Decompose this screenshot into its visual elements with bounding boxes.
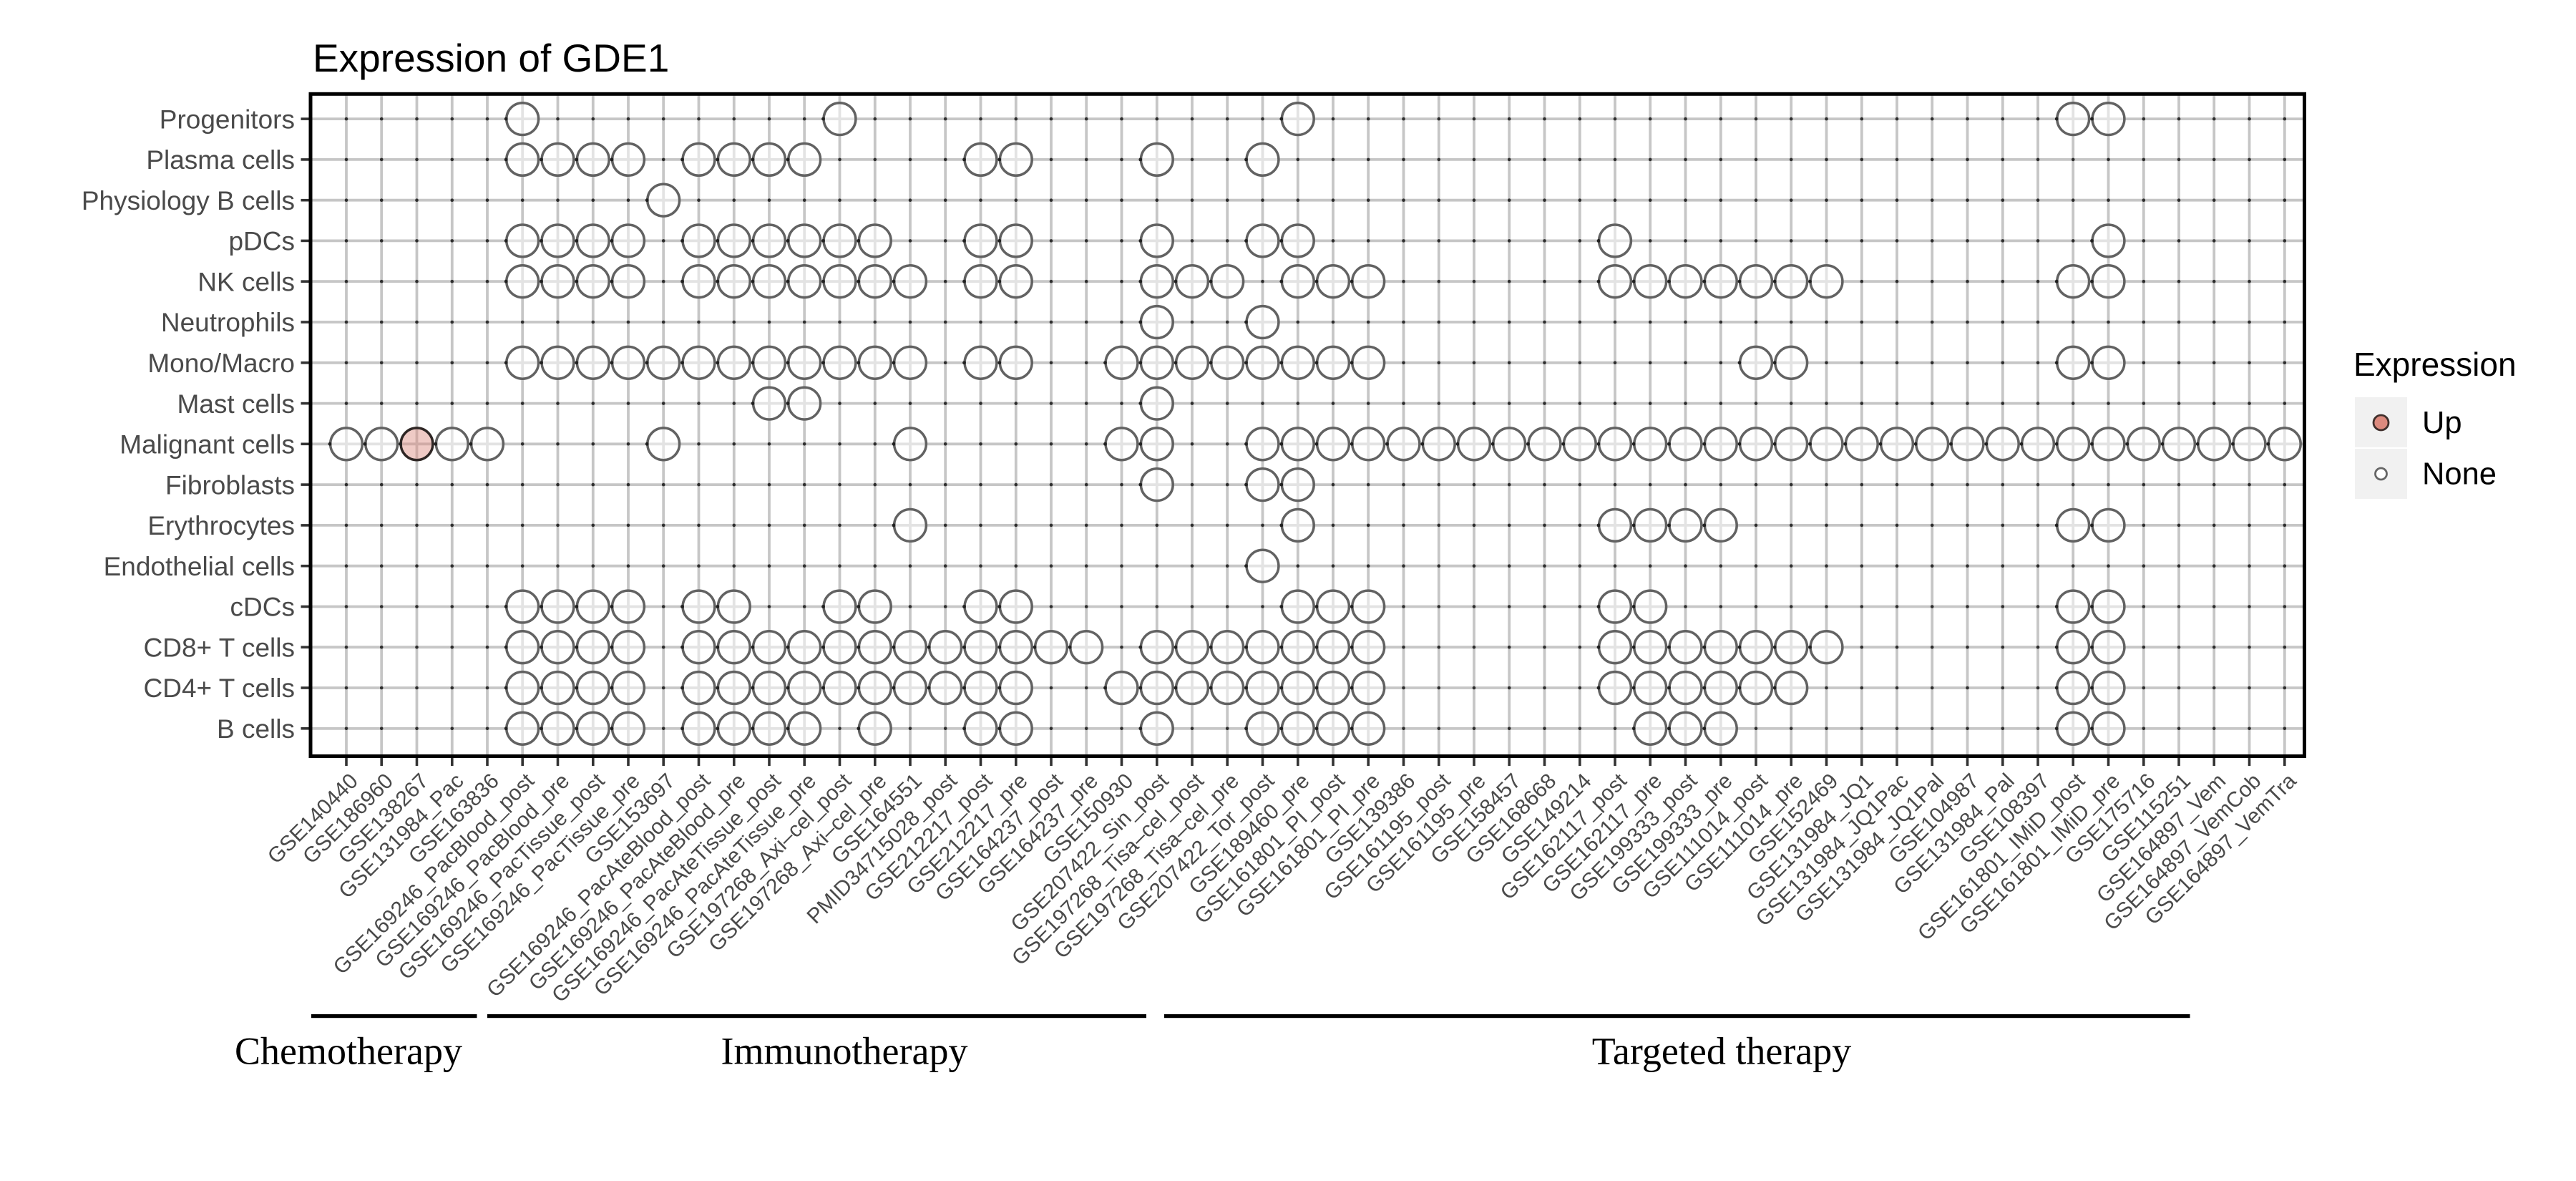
svg-text:Immunotherapy: Immunotherapy [721,1030,968,1073]
svg-text:Mast cells: Mast cells [177,389,295,419]
svg-text:Erythrocytes: Erythrocytes [147,511,295,540]
svg-text:Up: Up [2422,406,2462,440]
svg-text:Expression: Expression [2353,346,2517,383]
svg-text:CD8+ T cells: CD8+ T cells [144,633,295,662]
svg-text:Endothelial cells: Endothelial cells [104,552,295,581]
svg-text:CD4+ T cells: CD4+ T cells [144,674,295,703]
svg-text:Chemotherapy: Chemotherapy [235,1030,462,1073]
svg-text:Mono/Macro: Mono/Macro [147,349,295,378]
svg-text:Plasma cells: Plasma cells [146,145,295,175]
svg-text:None: None [2422,457,2497,492]
svg-text:Physiology B cells: Physiology B cells [82,186,295,215]
svg-text:Neutrophils: Neutrophils [161,308,295,337]
svg-text:Progenitors: Progenitors [160,105,295,134]
svg-text:Expression of GDE1: Expression of GDE1 [313,36,669,80]
svg-text:pDCs: pDCs [228,227,295,256]
svg-text:cDCs: cDCs [230,593,295,622]
svg-text:B cells: B cells [217,714,295,744]
svg-text:Targeted therapy: Targeted therapy [1592,1030,1852,1073]
svg-text:NK cells: NK cells [197,267,295,296]
svg-text:Fibroblasts: Fibroblasts [165,470,295,500]
svg-text:Malignant cells: Malignant cells [119,430,295,460]
